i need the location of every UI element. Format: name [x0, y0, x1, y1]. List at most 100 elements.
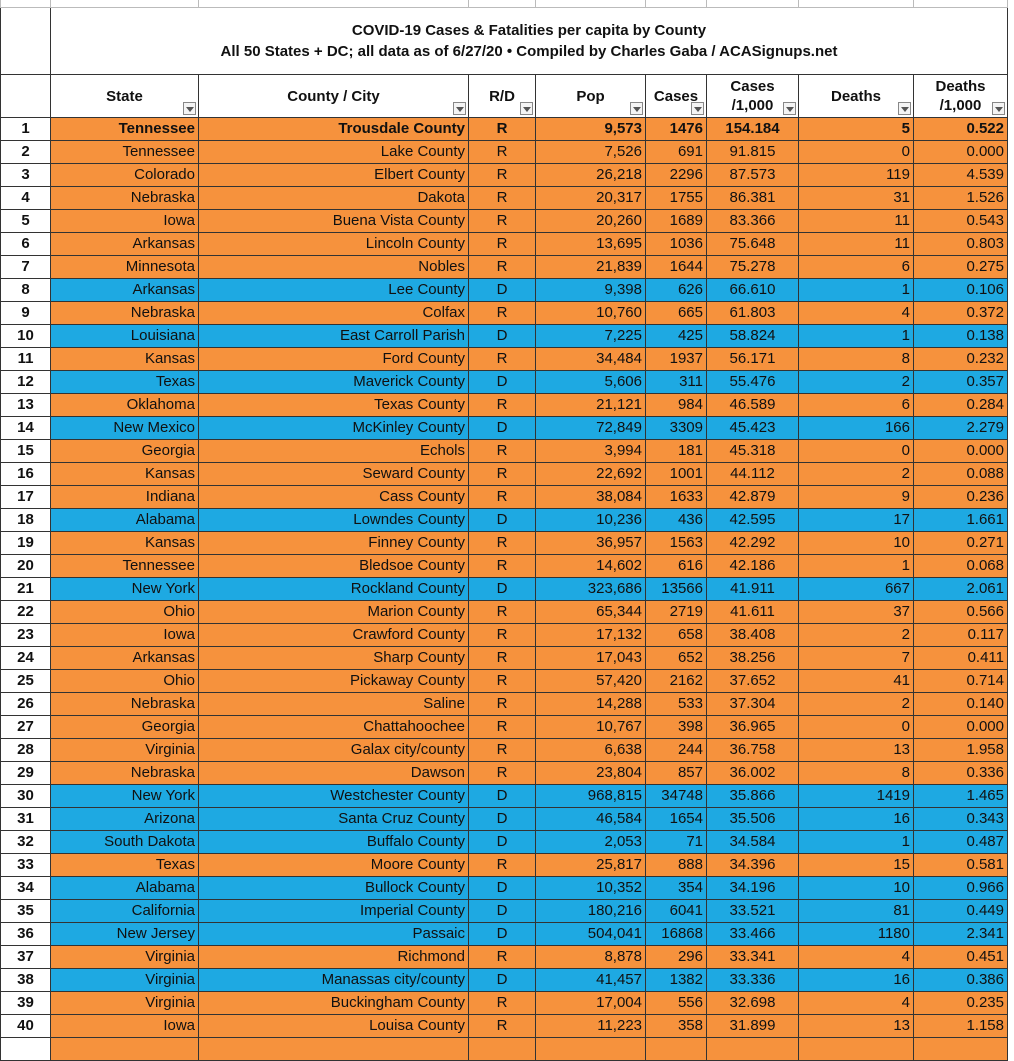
cell: 38,084	[535, 485, 646, 509]
cell: 1	[798, 554, 914, 578]
cell: 180,216	[535, 899, 646, 923]
cell: Kansas	[50, 531, 199, 555]
filter-button[interactable]	[520, 102, 533, 115]
filter-button[interactable]	[183, 102, 196, 115]
cell: Buena Vista County	[198, 209, 469, 233]
cell: 0.451	[913, 945, 1008, 969]
cell: 0.581	[913, 853, 1008, 877]
cell: D	[468, 876, 536, 900]
cell: Georgia	[50, 439, 199, 463]
cell: 1	[798, 278, 914, 302]
cell: 358	[645, 1014, 707, 1038]
cell: Lee County	[198, 278, 469, 302]
data-row: 39 Virginia Buckingham County R 17,004 556 32.…	[0, 991, 1008, 1015]
cell: R	[468, 439, 536, 463]
cell: 2296	[645, 163, 707, 187]
column-header: County / City	[198, 74, 469, 118]
cell: 665	[645, 301, 707, 325]
cell: Seward County	[198, 462, 469, 486]
cell: 398	[645, 715, 707, 739]
cell: 34,484	[535, 347, 646, 371]
filter-button[interactable]	[992, 102, 1005, 115]
cell: 1689	[645, 209, 707, 233]
cell: 0.235	[913, 991, 1008, 1015]
data-row: 10 Louisiana East Carroll Parish D 7,225 425 5…	[0, 324, 1008, 348]
cell: 14,288	[535, 692, 646, 716]
cell: California	[50, 899, 199, 923]
cell: Westchester County	[198, 784, 469, 808]
filter-button[interactable]	[783, 102, 796, 115]
row-number: 8	[0, 278, 51, 302]
cell: 17,132	[535, 623, 646, 647]
data-row: 21 New York Rockland County D 323,686 13566 41…	[0, 577, 1008, 601]
cell: 11	[798, 209, 914, 233]
cell: 9	[798, 485, 914, 509]
cell: 23,804	[535, 761, 646, 785]
filter-button[interactable]	[898, 102, 911, 115]
cell: 17	[798, 508, 914, 532]
cell: 71	[645, 830, 707, 854]
cell: 0.357	[913, 370, 1008, 394]
cell: Iowa	[50, 209, 199, 233]
cell: 0	[798, 715, 914, 739]
cell: Indiana	[50, 485, 199, 509]
cell: 2	[798, 462, 914, 486]
filter-button[interactable]	[691, 102, 704, 115]
cell	[913, 1037, 1008, 1061]
cell: R	[468, 853, 536, 877]
cell: D	[468, 807, 536, 831]
cell: 8	[798, 347, 914, 371]
cell: 2,053	[535, 830, 646, 854]
cell: 10	[798, 531, 914, 555]
cell: 556	[645, 991, 707, 1015]
cell: R	[468, 255, 536, 279]
cell: Imperial County	[198, 899, 469, 923]
cell: 888	[645, 853, 707, 877]
cell: 10,236	[535, 508, 646, 532]
row-number: 3	[0, 163, 51, 187]
cell: Pickaway County	[198, 669, 469, 693]
row-number: 10	[0, 324, 51, 348]
row-number: 32	[0, 830, 51, 854]
cell: 0.000	[913, 715, 1008, 739]
filter-button[interactable]	[630, 102, 643, 115]
cell: 0.232	[913, 347, 1008, 371]
data-row: 27 Georgia Chattahoochee R 10,767 398 36.965 0 0…	[0, 715, 1008, 739]
cell: 1644	[645, 255, 707, 279]
cell: 0.966	[913, 876, 1008, 900]
cell: Lincoln County	[198, 232, 469, 256]
column-header: Pop	[535, 74, 646, 118]
cell: R	[468, 462, 536, 486]
cell: Cass County	[198, 485, 469, 509]
cell: 6	[798, 255, 914, 279]
row-number: 38	[0, 968, 51, 992]
cell: 87.573	[706, 163, 799, 187]
cell: 984	[645, 393, 707, 417]
cell: 42.595	[706, 508, 799, 532]
cell: 83.366	[706, 209, 799, 233]
cell: Nebraska	[50, 761, 199, 785]
row-number: 12	[0, 370, 51, 394]
cell: 857	[645, 761, 707, 785]
cell: 0.000	[913, 439, 1008, 463]
cell: South Dakota	[50, 830, 199, 854]
cell: 86.381	[706, 186, 799, 210]
cell: 37	[798, 600, 914, 624]
filter-button[interactable]	[453, 102, 466, 115]
row-number: 22	[0, 600, 51, 624]
corner-cell	[0, 74, 51, 118]
cell: 968,815	[535, 784, 646, 808]
row-number: 11	[0, 347, 51, 371]
header-text: Deaths	[935, 78, 986, 95]
cell: 119	[798, 163, 914, 187]
cell: D	[468, 968, 536, 992]
data-row: 16 Kansas Seward County R 22,692 1001 44.112 2 0…	[0, 462, 1008, 486]
cell: Bullock County	[198, 876, 469, 900]
cell: Alabama	[50, 876, 199, 900]
cell: 81	[798, 899, 914, 923]
cell: 20,260	[535, 209, 646, 233]
cell: 42.186	[706, 554, 799, 578]
cell: 2.279	[913, 416, 1008, 440]
cell: Arkansas	[50, 278, 199, 302]
cell: D	[468, 784, 536, 808]
